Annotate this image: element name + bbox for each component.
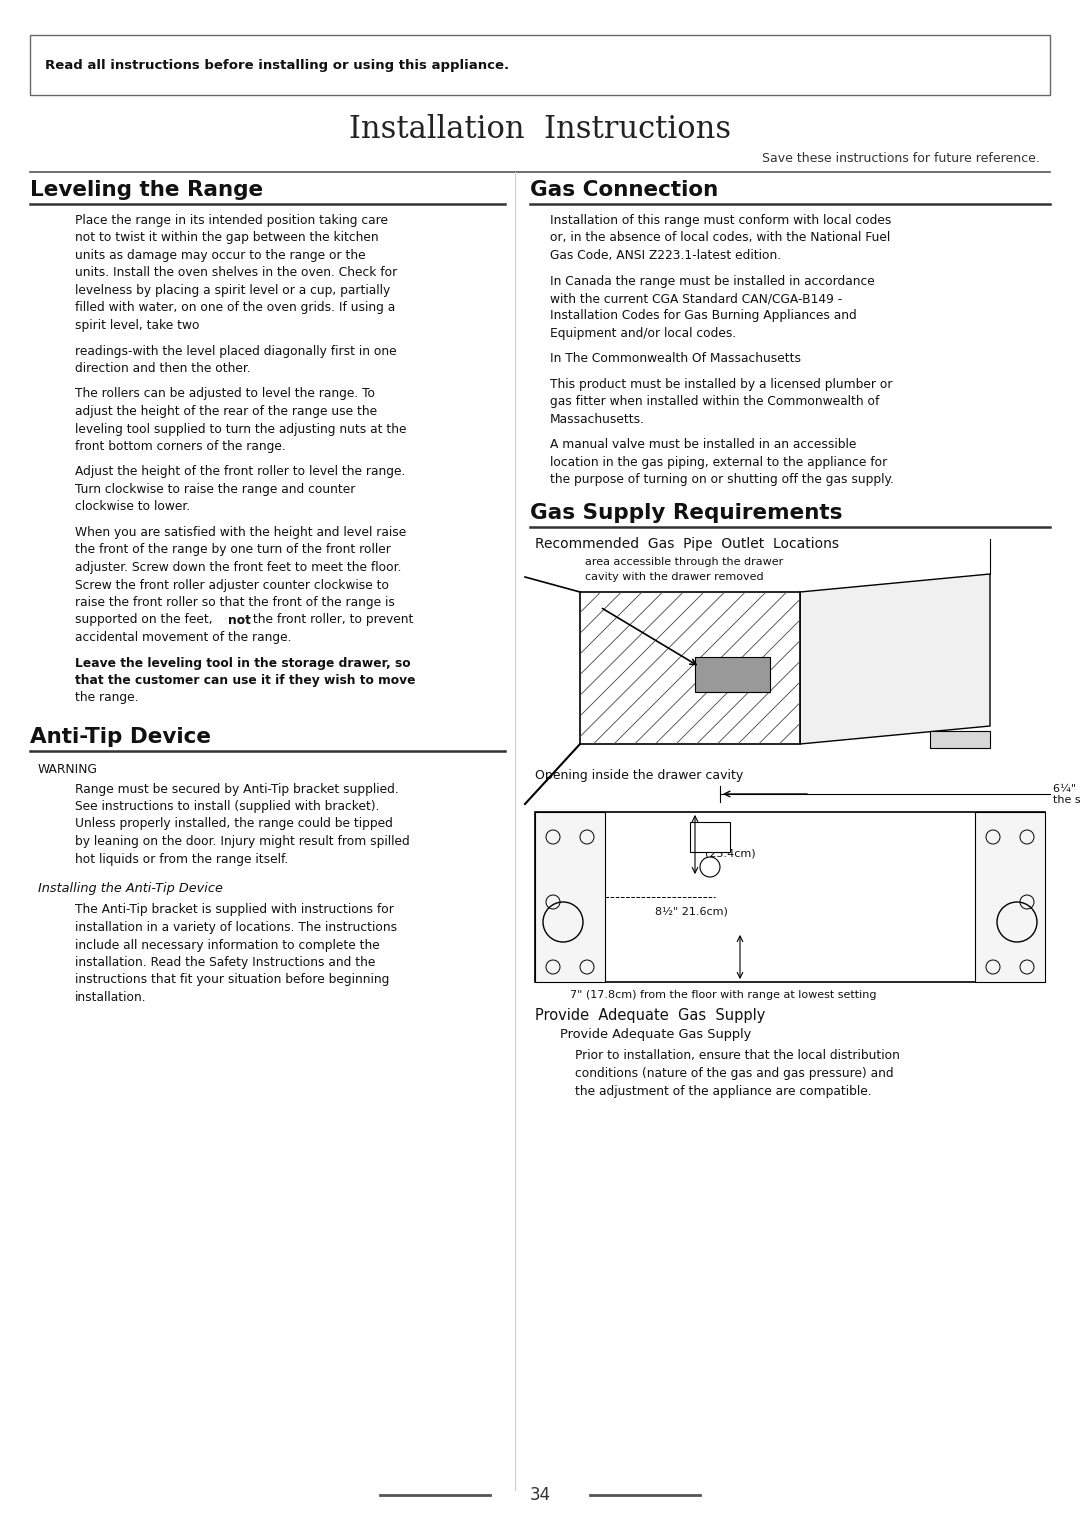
Text: spirit level, take two: spirit level, take two bbox=[75, 319, 200, 331]
Text: The Anti-Tip bracket is supplied with instructions for: The Anti-Tip bracket is supplied with in… bbox=[75, 904, 394, 916]
Text: with the current CGA Standard CAN/CGA-B149 -: with the current CGA Standard CAN/CGA-B1… bbox=[550, 292, 842, 305]
Polygon shape bbox=[930, 731, 990, 748]
Text: levelness by placing a spirit level or a cup, partially: levelness by placing a spirit level or a… bbox=[75, 284, 390, 296]
Text: the range.: the range. bbox=[75, 692, 138, 704]
Polygon shape bbox=[580, 592, 800, 744]
Text: installation in a variety of locations. The instructions: installation in a variety of locations. … bbox=[75, 921, 397, 935]
Text: not to twist it within the gap between the kitchen: not to twist it within the gap between t… bbox=[75, 232, 379, 244]
Text: installation. Read the Safety Instructions and the: installation. Read the Safety Instructio… bbox=[75, 956, 376, 970]
Polygon shape bbox=[800, 574, 990, 744]
Text: Range must be secured by Anti-Tip bracket supplied.: Range must be secured by Anti-Tip bracke… bbox=[75, 782, 399, 796]
Text: The rollers can be adjusted to level the range. To: The rollers can be adjusted to level the… bbox=[75, 388, 375, 400]
Text: A manual valve must be installed in an accessible: A manual valve must be installed in an a… bbox=[550, 438, 856, 452]
Text: Screw the front roller adjuster counter clockwise to: Screw the front roller adjuster counter … bbox=[75, 579, 389, 591]
FancyBboxPatch shape bbox=[30, 35, 1050, 95]
Text: the adjustment of the appliance are compatible.: the adjustment of the appliance are comp… bbox=[575, 1084, 872, 1098]
Text: Adjust the height of the front roller to level the range.: Adjust the height of the front roller to… bbox=[75, 466, 405, 478]
Text: direction and then the other.: direction and then the other. bbox=[75, 362, 251, 376]
Text: When you are satisfied with the height and level raise: When you are satisfied with the height a… bbox=[75, 525, 406, 539]
Text: or, in the absence of local codes, with the National Fuel: or, in the absence of local codes, with … bbox=[550, 232, 890, 244]
Text: conditions (nature of the gas and gas pressure) and: conditions (nature of the gas and gas pr… bbox=[575, 1067, 893, 1080]
Bar bbox=[535, 812, 1045, 982]
Text: Recommended  Gas  Pipe  Outlet  Locations: Recommended Gas Pipe Outlet Locations bbox=[535, 538, 839, 551]
Text: front bottom corners of the range.: front bottom corners of the range. bbox=[75, 440, 286, 454]
Text: clockwise to lower.: clockwise to lower. bbox=[75, 501, 190, 513]
Text: In The Commonwealth Of Massachusetts: In The Commonwealth Of Massachusetts bbox=[550, 353, 801, 365]
Bar bbox=[975, 812, 1045, 982]
Text: WARNING: WARNING bbox=[38, 764, 98, 776]
Text: instructions that fit your situation before beginning: instructions that fit your situation bef… bbox=[75, 974, 390, 986]
Text: adjuster. Screw down the front feet to meet the floor.: adjuster. Screw down the front feet to m… bbox=[75, 560, 402, 574]
Text: units as damage may occur to the range or the: units as damage may occur to the range o… bbox=[75, 249, 366, 263]
Text: the front roller, to prevent: the front roller, to prevent bbox=[249, 614, 414, 626]
Polygon shape bbox=[696, 657, 770, 692]
Text: Gas Code, ANSI Z223.1-latest edition.: Gas Code, ANSI Z223.1-latest edition. bbox=[550, 249, 781, 263]
Text: Opening inside the drawer cavity: Opening inside the drawer cavity bbox=[535, 770, 743, 782]
Text: Installation  Instructions: Installation Instructions bbox=[349, 115, 731, 145]
Text: adjust the height of the rear of the range use the: adjust the height of the rear of the ran… bbox=[75, 405, 377, 418]
Text: 7" (17.8cm) from the floor with range at lowest setting: 7" (17.8cm) from the floor with range at… bbox=[570, 989, 877, 1000]
Text: not: not bbox=[228, 614, 251, 626]
Text: Prior to installation, ensure that the local distribution: Prior to installation, ensure that the l… bbox=[575, 1049, 900, 1063]
Text: 34: 34 bbox=[529, 1486, 551, 1504]
Text: Installation of this range must conform with local codes: Installation of this range must conform … bbox=[550, 214, 891, 228]
Text: include all necessary information to complete the: include all necessary information to com… bbox=[75, 939, 380, 951]
Text: units. Install the oven shelves in the oven. Check for: units. Install the oven shelves in the o… bbox=[75, 267, 397, 279]
Circle shape bbox=[700, 857, 720, 876]
Text: area accessible through the drawer: area accessible through the drawer bbox=[585, 557, 783, 567]
Text: the front of the range by one turn of the front roller: the front of the range by one turn of th… bbox=[75, 544, 391, 556]
Text: the purpose of turning on or shutting off the gas supply.: the purpose of turning on or shutting of… bbox=[550, 473, 894, 487]
Text: Unless properly installed, the range could be tipped: Unless properly installed, the range cou… bbox=[75, 817, 393, 831]
Text: Installing the Anti-Tip Device: Installing the Anti-Tip Device bbox=[38, 883, 222, 895]
Text: Gas Supply Requirements: Gas Supply Requirements bbox=[530, 502, 842, 524]
Text: Massachusetts.: Massachusetts. bbox=[550, 412, 645, 426]
Text: Save these instructions for future reference.: Save these instructions for future refer… bbox=[762, 151, 1040, 165]
Text: Anti-Tip Device: Anti-Tip Device bbox=[30, 727, 211, 747]
Text: Turn clockwise to raise the range and counter: Turn clockwise to raise the range and co… bbox=[75, 483, 355, 496]
Text: installation.: installation. bbox=[75, 991, 147, 1003]
Bar bbox=[690, 822, 730, 852]
Text: cavity with the drawer removed: cavity with the drawer removed bbox=[585, 573, 764, 582]
Text: Provide Adequate Gas Supply: Provide Adequate Gas Supply bbox=[561, 1028, 752, 1041]
Text: leveling tool supplied to turn the adjusting nuts at the: leveling tool supplied to turn the adjus… bbox=[75, 423, 406, 435]
Text: Place the range in its intended position taking care: Place the range in its intended position… bbox=[75, 214, 388, 228]
Text: Provide  Adequate  Gas  Supply: Provide Adequate Gas Supply bbox=[535, 1008, 766, 1023]
Text: readings-with the level placed diagonally first in one: readings-with the level placed diagonall… bbox=[75, 345, 396, 357]
Text: accidental movement of the range.: accidental movement of the range. bbox=[75, 631, 292, 644]
Text: In Canada the range must be installed in accordance: In Canada the range must be installed in… bbox=[550, 275, 875, 287]
Text: Leveling the Range: Leveling the Range bbox=[30, 180, 264, 200]
Text: Equipment and/or local codes.: Equipment and/or local codes. bbox=[550, 327, 737, 341]
Text: Leave the leveling tool in the storage drawer, so: Leave the leveling tool in the storage d… bbox=[75, 657, 410, 669]
Text: Read all instructions before installing or using this appliance.: Read all instructions before installing … bbox=[45, 58, 509, 72]
Text: 6¼" (16cm) from
the side the range: 6¼" (16cm) from the side the range bbox=[1053, 783, 1080, 805]
Text: raise the front roller so that the front of the range is: raise the front roller so that the front… bbox=[75, 596, 395, 609]
Text: This product must be installed by a licensed plumber or: This product must be installed by a lice… bbox=[550, 379, 892, 391]
Text: 10": 10" bbox=[705, 832, 725, 841]
Text: location in the gas piping, external to the appliance for: location in the gas piping, external to … bbox=[550, 457, 888, 469]
Text: by leaning on the door. Injury might result from spilled: by leaning on the door. Injury might res… bbox=[75, 835, 409, 847]
Text: supported on the feet,: supported on the feet, bbox=[75, 614, 216, 626]
Text: Installation Codes for Gas Burning Appliances and: Installation Codes for Gas Burning Appli… bbox=[550, 310, 856, 322]
Text: (25.4cm): (25.4cm) bbox=[705, 849, 756, 860]
Text: hot liquids or from the range itself.: hot liquids or from the range itself. bbox=[75, 852, 288, 866]
Text: gas fitter when installed within the Commonwealth of: gas fitter when installed within the Com… bbox=[550, 395, 879, 409]
Bar bbox=[535, 812, 605, 982]
Text: filled with water, on one of the oven grids. If using a: filled with water, on one of the oven gr… bbox=[75, 301, 395, 315]
Text: Gas Connection: Gas Connection bbox=[530, 180, 718, 200]
Text: See instructions to install (supplied with bracket).: See instructions to install (supplied wi… bbox=[75, 800, 379, 812]
Text: 8½" 21.6cm): 8½" 21.6cm) bbox=[654, 907, 728, 918]
Text: that the customer can use it if they wish to move: that the customer can use it if they wis… bbox=[75, 673, 416, 687]
